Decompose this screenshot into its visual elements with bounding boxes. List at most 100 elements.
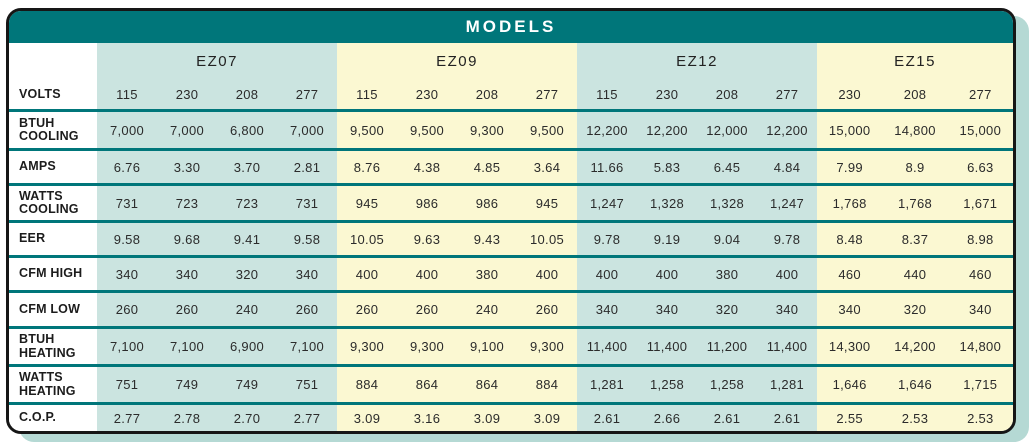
- row-label: BTUH COOLING: [9, 109, 97, 148]
- table-cell: 2.61: [577, 402, 637, 431]
- table-cell: 14,200: [882, 326, 948, 364]
- table-cell: 7,000: [157, 109, 217, 148]
- table-cell: 3.64: [517, 148, 577, 183]
- table-cell: 340: [157, 255, 217, 290]
- table-cell: 440: [882, 255, 948, 290]
- table-cell: 400: [337, 255, 397, 290]
- table-cell: 115: [577, 80, 637, 109]
- table-cell: 240: [217, 290, 277, 326]
- row-label: WATTS COOLING: [9, 183, 97, 220]
- model-group-header-ez07: EZ07: [97, 43, 337, 80]
- table-cell: 14,300: [817, 326, 883, 364]
- table-cell: 380: [697, 255, 757, 290]
- table-cell: 1,247: [577, 183, 637, 220]
- table-cell: 400: [637, 255, 697, 290]
- table-cell: 2.66: [637, 402, 697, 431]
- table-cell: 4.84: [757, 148, 817, 183]
- table-cell: 1,258: [697, 364, 757, 402]
- table-cell: 9.78: [757, 220, 817, 255]
- table-cell: 2.53: [882, 402, 948, 431]
- table-cell: 986: [457, 183, 517, 220]
- table-cell: 1,768: [817, 183, 883, 220]
- row-label: BTUH HEATING: [9, 326, 97, 364]
- table-cell: 340: [947, 290, 1013, 326]
- table-cell: 260: [157, 290, 217, 326]
- table-cell: 208: [457, 80, 517, 109]
- table-cell: 208: [217, 80, 277, 109]
- table-cell: 2.61: [697, 402, 757, 431]
- table-cell: 751: [97, 364, 157, 402]
- table-cell: 8.48: [817, 220, 883, 255]
- table-cell: 6.63: [947, 148, 1013, 183]
- row-label: EER: [9, 220, 97, 255]
- model-group-header-ez15: EZ15: [817, 43, 1013, 80]
- table-cell: 400: [577, 255, 637, 290]
- table-cell: 11,400: [757, 326, 817, 364]
- table-cell: 9,500: [397, 109, 457, 148]
- table-cell: 731: [97, 183, 157, 220]
- table-cell: 2.53: [947, 402, 1013, 431]
- row-label: WATTS HEATING: [9, 364, 97, 402]
- table-cell: 115: [97, 80, 157, 109]
- table-cell: 380: [457, 255, 517, 290]
- table-cell: 7,100: [97, 326, 157, 364]
- table-cell: 400: [757, 255, 817, 290]
- table-cell: 1,328: [637, 183, 697, 220]
- table-cell: 2.81: [277, 148, 337, 183]
- table-cell: 260: [517, 290, 577, 326]
- table-cell: 400: [517, 255, 577, 290]
- table-cell: 2.78: [157, 402, 217, 431]
- table-cell: 11,200: [697, 326, 757, 364]
- table-cell: 6,900: [217, 326, 277, 364]
- table-cell: 3.30: [157, 148, 217, 183]
- table-cell: 864: [457, 364, 517, 402]
- table-cell: 277: [277, 80, 337, 109]
- table-cell: 9.41: [217, 220, 277, 255]
- table-cell: 2.61: [757, 402, 817, 431]
- table-cell: 8.76: [337, 148, 397, 183]
- table-cell: 945: [337, 183, 397, 220]
- table-cell: 320: [882, 290, 948, 326]
- table-cell: 12,000: [697, 109, 757, 148]
- table-cell: 1,646: [817, 364, 883, 402]
- table-cell: 11,400: [637, 326, 697, 364]
- table-cell: 5.83: [637, 148, 697, 183]
- table-cell: 208: [697, 80, 757, 109]
- table-cell: 460: [947, 255, 1013, 290]
- table-cell: 2.70: [217, 402, 277, 431]
- table-cell: 15,000: [817, 109, 883, 148]
- table-cell: 9,300: [517, 326, 577, 364]
- table-cell: 115: [337, 80, 397, 109]
- table-cell: 1,281: [577, 364, 637, 402]
- table-cell: 6.76: [97, 148, 157, 183]
- table-cell: 277: [947, 80, 1013, 109]
- table-cell: 230: [397, 80, 457, 109]
- table-cell: 1,768: [882, 183, 948, 220]
- table-cell: 6,800: [217, 109, 277, 148]
- table-cell: 945: [517, 183, 577, 220]
- table-cell: 7,100: [277, 326, 337, 364]
- table-cell: 9,100: [457, 326, 517, 364]
- table-cell: 2.77: [97, 402, 157, 431]
- table-cell: 1,247: [757, 183, 817, 220]
- table-cell: 11.66: [577, 148, 637, 183]
- table-cell: 277: [757, 80, 817, 109]
- table-cell: 9.43: [457, 220, 517, 255]
- table-cell: 460: [817, 255, 883, 290]
- table-cell: 9,500: [337, 109, 397, 148]
- table-title: MODELS: [9, 11, 1013, 43]
- table-cell: 884: [517, 364, 577, 402]
- table-cell: 340: [637, 290, 697, 326]
- table-cell: 340: [277, 255, 337, 290]
- table-cell: 3.09: [337, 402, 397, 431]
- table-cell: 208: [882, 80, 948, 109]
- row-label: AMPS: [9, 148, 97, 183]
- table-cell: 4.38: [397, 148, 457, 183]
- table-cell: 6.45: [697, 148, 757, 183]
- table-cell: 986: [397, 183, 457, 220]
- table-cell: 10.05: [517, 220, 577, 255]
- table-cell: 11,400: [577, 326, 637, 364]
- table-cell: 749: [157, 364, 217, 402]
- table-cell: 230: [637, 80, 697, 109]
- table-cell: 260: [277, 290, 337, 326]
